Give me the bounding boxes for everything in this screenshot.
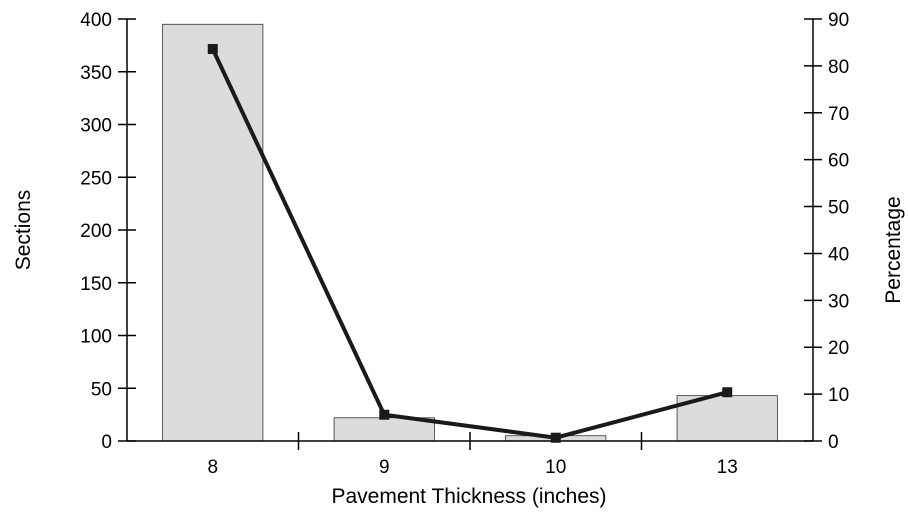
percentage-point-13 xyxy=(722,387,733,398)
bar-13 xyxy=(676,395,778,442)
y2-tick-label-50: 50 xyxy=(828,198,849,219)
y2-tick-label-20: 20 xyxy=(828,338,849,359)
y-tick-label-400: 400 xyxy=(80,10,112,31)
y2-tick-label-0: 0 xyxy=(828,432,839,453)
x-tick-label-9: 9 xyxy=(379,457,390,478)
y2-tick-label-70: 70 xyxy=(828,104,849,125)
x-tick-label-10: 10 xyxy=(545,457,566,478)
y-tick-label-0: 0 xyxy=(101,432,112,453)
percentage-point-8 xyxy=(207,44,218,55)
y-axis-title: Sections xyxy=(12,190,35,271)
y2-tick-label-30: 30 xyxy=(828,291,849,312)
y-tick-label-50: 50 xyxy=(91,379,112,400)
x-tick-label-8: 8 xyxy=(207,457,218,478)
line-layer xyxy=(207,44,733,443)
percentage-point-10 xyxy=(550,432,561,443)
y2-tick-label-40: 40 xyxy=(828,244,849,265)
percentage-point-9 xyxy=(379,409,390,420)
y-tick-label-200: 200 xyxy=(80,221,112,242)
y2-tick-label-10: 10 xyxy=(828,385,849,406)
y2-tick-label-80: 80 xyxy=(828,57,849,78)
bar-8 xyxy=(162,23,264,442)
y2-tick-label-90: 90 xyxy=(828,10,849,31)
y2-tick-label-60: 60 xyxy=(828,151,849,172)
y-tick-label-250: 250 xyxy=(80,168,112,189)
x-axis-title: Pavement Thickness (inches) xyxy=(331,485,606,508)
axes-layer: 0 50 100 150 200 250 300 350 400 0 10 20 30 40 50 60 70 8… xyxy=(80,10,849,478)
y-tick-label-150: 150 xyxy=(80,274,112,295)
y-tick-label-100: 100 xyxy=(80,327,112,348)
y-tick-label-350: 350 xyxy=(80,63,112,84)
bars-layer xyxy=(162,23,778,442)
percentage-line xyxy=(210,48,728,440)
x-tick-label-13: 13 xyxy=(717,457,738,478)
y-tick-label-300: 300 xyxy=(80,116,112,137)
y2-axis-title: Percentage xyxy=(882,196,905,303)
